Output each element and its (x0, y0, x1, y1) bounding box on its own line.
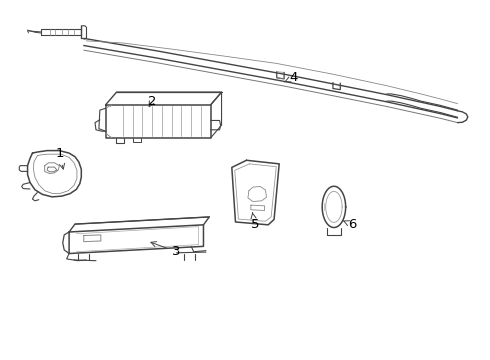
Text: 2: 2 (148, 95, 156, 108)
Text: 3: 3 (151, 242, 181, 258)
Text: 5: 5 (250, 213, 259, 231)
Text: 6: 6 (343, 218, 357, 231)
Text: 1: 1 (55, 147, 65, 169)
Text: 4: 4 (284, 71, 298, 84)
